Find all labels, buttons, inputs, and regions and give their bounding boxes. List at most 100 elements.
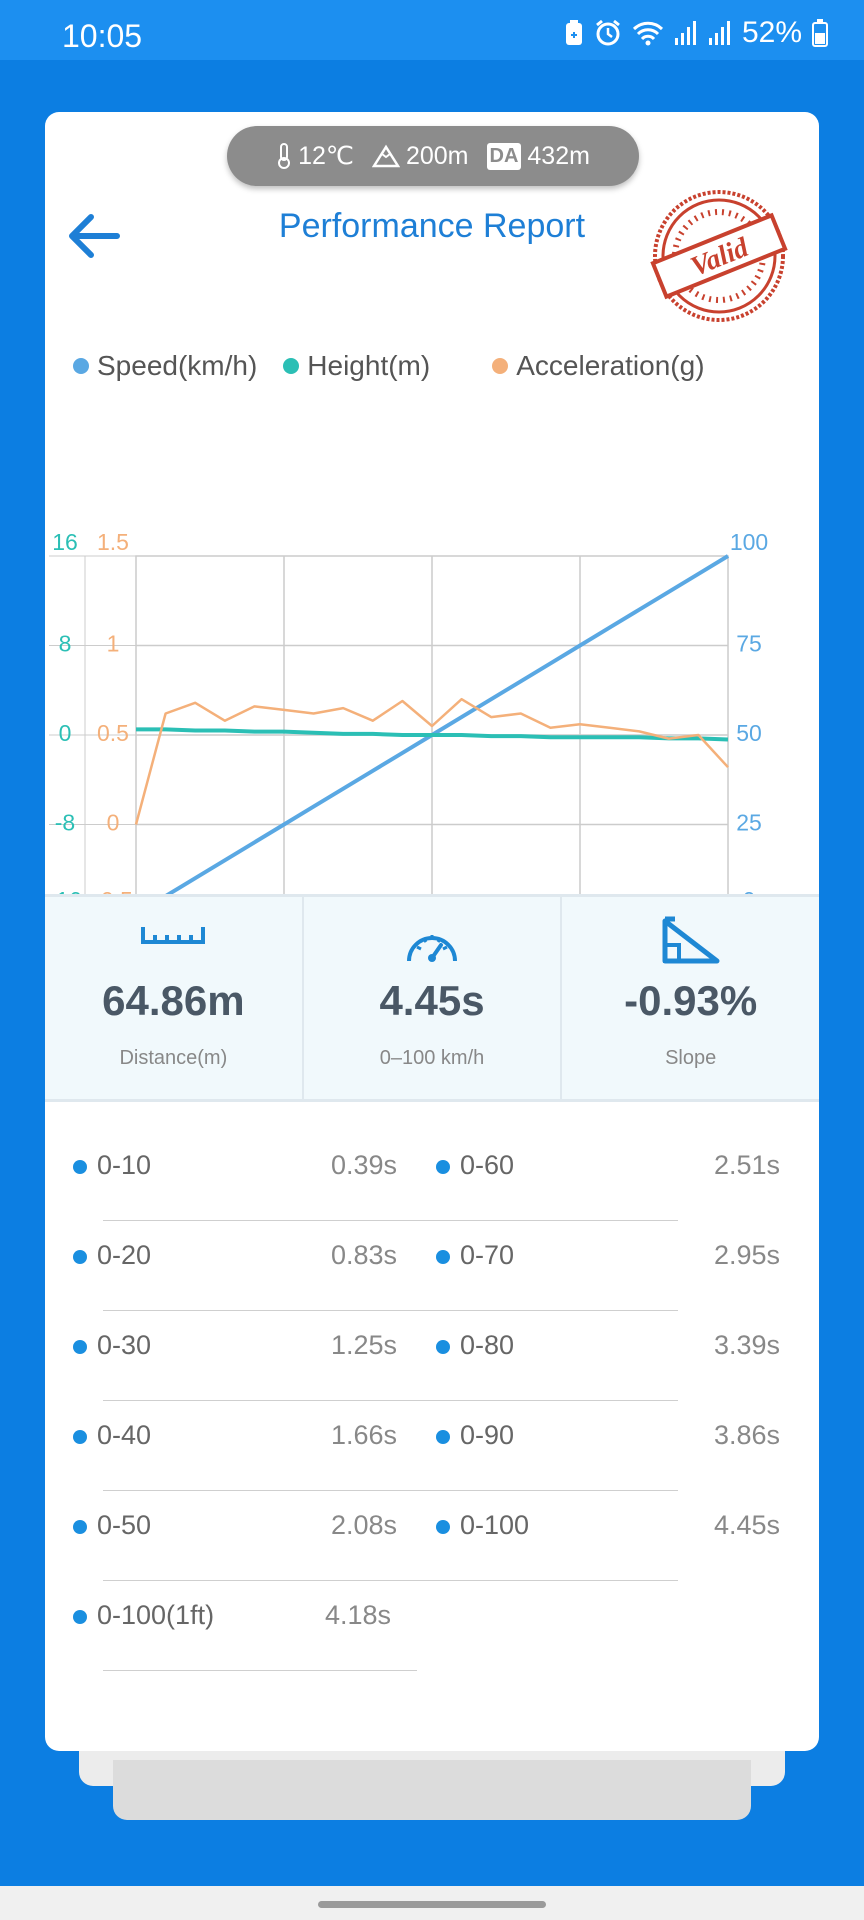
acceleration-tick-label: 0.5 [97,720,129,746]
time-row-0-70: 0-70 2.95s [404,1202,808,1311]
height-tick-label: 8 [59,631,72,657]
legend-height: Height(m) [283,350,430,382]
row-divider [404,1490,678,1491]
bullet-dot [73,1430,87,1444]
bullet-dot [73,1250,87,1264]
acceleration-series-line [134,697,729,825]
time-row-0-90: 0-90 3.86s [404,1382,808,1491]
row-divider [404,1400,678,1401]
row-divider [404,1220,678,1221]
speedometer-icon [407,935,457,962]
environment-pill: 12℃ 200m DA 432m [227,126,639,186]
row-divider [103,1400,417,1401]
time-row-0-50: 0-50 2.08s [45,1472,425,1581]
slope-icon [662,916,720,964]
distance-label: Distance(m) [119,1047,228,1069]
legend-speed-label: Speed(km/h) [97,350,258,381]
time-row-0-40: 0-40 1.66s [45,1382,425,1491]
acceleration-tick-label: 0 [107,810,120,836]
status-time: 10:05 [62,18,143,54]
time-value: 0.83s [330,1240,397,1270]
thermometer-icon [278,143,291,169]
time-row-0-60: 0-60 2.51s [404,1112,808,1221]
time-value: 2.95s [713,1240,780,1270]
speed-tick-label: 100 [730,529,768,555]
page-title: Performance Report [278,207,586,245]
row-divider [103,1490,417,1491]
ruler-icon [141,927,206,944]
height-swatch [283,358,300,374]
mountain-icon [371,144,400,168]
acceleration-tick-label: 1.5 [97,529,129,555]
status-icons: 52% [564,16,828,50]
time-value: 2.08s [330,1510,397,1540]
time-row-0-30: 0-30 1.25s [45,1292,425,1401]
alarm-icon [596,19,620,46]
stat-distance: 64.86m Distance(m) [45,897,304,1099]
time-value: 3.39s [713,1330,780,1360]
speed-swatch [73,358,89,374]
valid-stamp: Valid [650,190,788,322]
chart-legend: Speed(km/h) Height(m) Acceleration(g) [73,350,731,382]
time-label: 0-90 [460,1420,515,1450]
back-arrow-icon[interactable] [61,204,125,268]
time-label: 0-50 [97,1510,152,1540]
altitude-value: 200m [405,141,469,170]
time-value: 2.51s [713,1150,780,1180]
row-divider [103,1580,417,1581]
time-row-0-100-1ft: 0-100(1ft) 4.18s [45,1562,425,1671]
signal-icon [708,21,730,45]
bullet-dot [73,1610,87,1624]
height-tick-label: -8 [55,810,75,836]
card-stack-shadow [113,1760,751,1820]
battery-percent: 52% [741,16,802,49]
time-label: 0-80 [460,1330,515,1360]
bullet-dot [436,1430,450,1444]
time-label: 0-30 [97,1330,152,1360]
time-row-0-20: 0-20 0.83s [45,1202,425,1311]
stat-slope: -0.93% Slope [562,897,819,1099]
performance-report-card: 12℃ 200m DA 432m Performance Report Vali… [45,112,819,1751]
acceleration-swatch [492,358,509,374]
density-altitude-item: DA 432m [486,142,590,171]
slope-value: -0.93% [624,977,758,1024]
time-label: 0-60 [460,1150,515,1180]
stats-panel: 64.86m Distance(m) 4.45s 0–100 km/h -0.9… [45,894,819,1102]
battery-icon [812,19,828,47]
stat-acceleration-time: 4.45s 0–100 km/h [304,897,563,1099]
home-gesture-handle[interactable] [318,1901,546,1908]
legend-acceleration-label: Acceleration(g) [516,350,705,381]
legend-height-label: Height(m) [307,350,431,381]
time-label: 0-10 [97,1150,152,1180]
row-divider [404,1580,678,1581]
acceleration-tick-label: 1 [107,631,120,657]
time-value: 1.66s [330,1420,397,1450]
height-series-line [136,727,729,742]
time-value: 3.86s [713,1420,780,1450]
time-label: 0-20 [97,1240,152,1270]
density-altitude-label: DA [486,142,522,170]
time-label: 0-70 [460,1240,515,1270]
height-tick-label: 16 [52,529,78,555]
signal-icon [674,21,696,45]
row-divider [103,1220,417,1221]
temperature-item: 12℃ [276,141,354,171]
row-divider [404,1310,678,1311]
time-value: 4.45s [713,1510,780,1540]
zero-to-hundred-label: 0–100 km/h [379,1047,485,1069]
bullet-dot [73,1160,87,1174]
time-label: 0-100(1ft) [97,1600,215,1630]
speed-tick-label: 75 [736,631,762,657]
navigation-bar [0,1886,864,1920]
time-value: 1.25s [330,1330,397,1360]
bullet-dot [436,1340,450,1354]
distance-value: 64.86m [102,977,245,1024]
bullet-dot [436,1160,450,1174]
bullet-dot [73,1340,87,1354]
speed-tick-label: 25 [736,810,762,836]
time-row-0-100: 0-100 4.45s [404,1472,808,1581]
wifi-icon [632,21,664,46]
time-label: 0-40 [97,1420,152,1450]
row-divider [103,1670,417,1671]
time-value: 0.39s [330,1150,397,1180]
